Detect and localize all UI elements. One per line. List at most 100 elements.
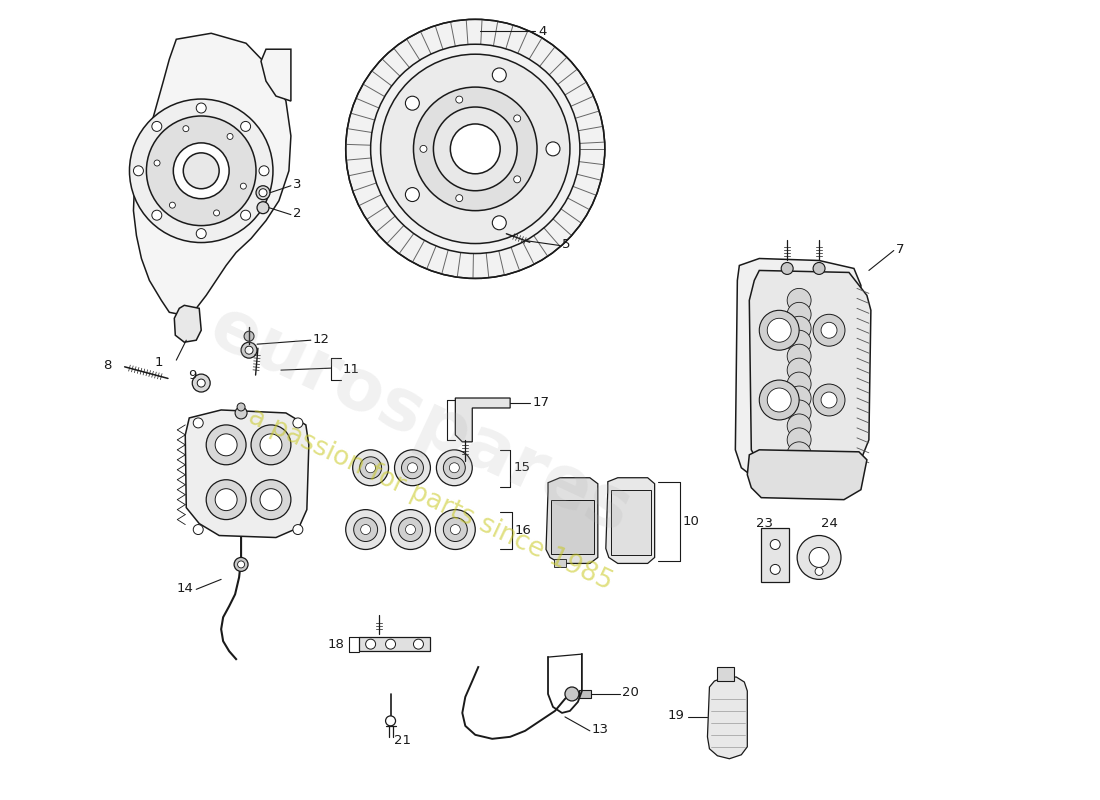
Circle shape (241, 122, 251, 131)
Circle shape (493, 68, 506, 82)
Circle shape (443, 457, 465, 478)
Polygon shape (133, 34, 290, 315)
Polygon shape (174, 306, 201, 342)
Circle shape (767, 318, 791, 342)
Circle shape (238, 561, 244, 568)
Bar (359, 637, 430, 651)
Circle shape (565, 687, 579, 701)
Circle shape (234, 558, 249, 571)
Circle shape (260, 489, 282, 510)
Circle shape (402, 457, 424, 478)
Text: 1: 1 (155, 356, 163, 369)
Circle shape (781, 262, 793, 274)
Circle shape (365, 639, 375, 649)
Circle shape (293, 418, 303, 428)
Circle shape (257, 202, 270, 214)
Bar (610, 490, 650, 555)
Text: 13: 13 (592, 723, 609, 736)
Circle shape (235, 407, 248, 419)
Polygon shape (707, 677, 747, 758)
Circle shape (130, 99, 273, 242)
Circle shape (353, 450, 388, 486)
Circle shape (810, 547, 829, 567)
Polygon shape (185, 410, 309, 538)
Circle shape (258, 166, 270, 176)
Bar (761, 527, 789, 582)
Circle shape (258, 189, 267, 197)
Circle shape (390, 510, 430, 550)
Circle shape (260, 434, 282, 456)
Circle shape (244, 331, 254, 342)
Polygon shape (455, 398, 510, 442)
Text: 9: 9 (188, 369, 196, 382)
Circle shape (406, 187, 419, 202)
Circle shape (192, 374, 210, 392)
Circle shape (241, 183, 246, 189)
Circle shape (152, 122, 162, 131)
Bar (551, 500, 594, 554)
Circle shape (360, 457, 382, 478)
Circle shape (238, 403, 245, 411)
Circle shape (256, 186, 270, 200)
Text: 15: 15 (513, 462, 530, 474)
Circle shape (184, 153, 219, 189)
Circle shape (197, 379, 206, 387)
Circle shape (381, 54, 570, 243)
Circle shape (813, 262, 825, 274)
Circle shape (241, 342, 257, 358)
Circle shape (815, 567, 823, 575)
Circle shape (455, 96, 463, 103)
Circle shape (436, 510, 475, 550)
Circle shape (414, 87, 537, 210)
Circle shape (433, 107, 517, 190)
Circle shape (788, 400, 811, 424)
Circle shape (406, 525, 416, 534)
Circle shape (196, 229, 206, 238)
Circle shape (813, 314, 845, 346)
Circle shape (146, 116, 256, 226)
Circle shape (443, 518, 468, 542)
Text: 19: 19 (668, 710, 684, 722)
Bar (717, 667, 735, 681)
Circle shape (345, 19, 605, 278)
Polygon shape (749, 270, 871, 470)
Circle shape (788, 414, 811, 438)
Circle shape (227, 134, 233, 139)
Circle shape (206, 425, 246, 465)
Circle shape (251, 425, 290, 465)
Circle shape (788, 442, 811, 466)
Circle shape (194, 418, 204, 428)
Circle shape (821, 322, 837, 338)
Circle shape (788, 372, 811, 396)
Circle shape (455, 194, 463, 202)
Circle shape (386, 639, 396, 649)
Circle shape (450, 462, 460, 473)
Text: 3: 3 (293, 178, 301, 191)
Circle shape (788, 344, 811, 368)
Text: 20: 20 (621, 686, 639, 699)
Polygon shape (606, 478, 654, 563)
Circle shape (407, 462, 418, 473)
Text: 10: 10 (682, 515, 700, 528)
Circle shape (216, 489, 238, 510)
Circle shape (361, 525, 371, 534)
Circle shape (183, 126, 189, 132)
Text: 24: 24 (821, 517, 837, 530)
Text: 4: 4 (538, 25, 547, 38)
Circle shape (196, 103, 206, 113)
Text: 11: 11 (343, 362, 360, 376)
Circle shape (759, 380, 799, 420)
Circle shape (514, 115, 520, 122)
Circle shape (546, 142, 560, 156)
Circle shape (213, 210, 220, 216)
Polygon shape (747, 450, 867, 500)
Circle shape (788, 330, 811, 354)
Circle shape (788, 428, 811, 452)
Circle shape (821, 392, 837, 408)
Circle shape (788, 386, 811, 410)
Text: 21: 21 (394, 734, 410, 747)
Circle shape (770, 565, 780, 574)
Circle shape (245, 346, 253, 354)
Circle shape (493, 216, 506, 230)
Circle shape (216, 434, 238, 456)
